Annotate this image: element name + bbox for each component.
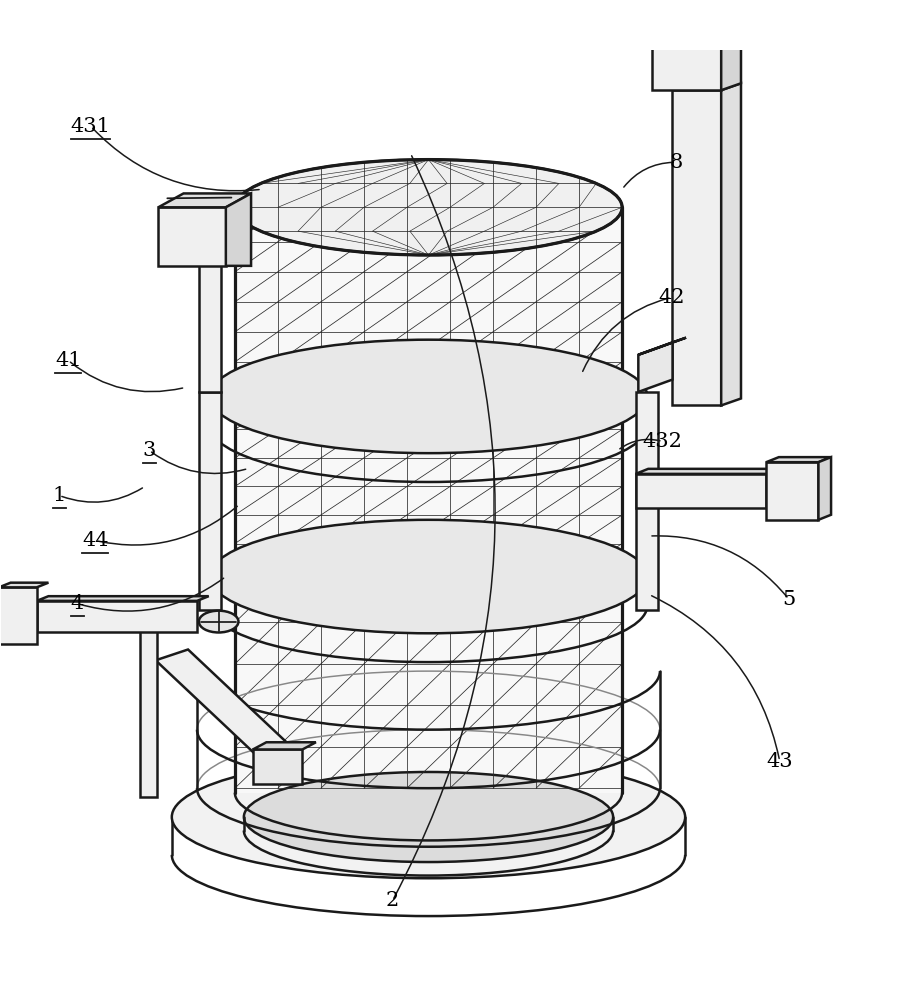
- Text: 1: 1: [52, 486, 66, 505]
- Ellipse shape: [244, 772, 613, 862]
- Text: 43: 43: [767, 752, 793, 771]
- Polygon shape: [639, 338, 686, 355]
- Ellipse shape: [171, 756, 686, 878]
- Polygon shape: [141, 596, 157, 797]
- Ellipse shape: [209, 340, 648, 453]
- Text: 44: 44: [82, 531, 108, 550]
- Polygon shape: [652, 28, 741, 36]
- Polygon shape: [235, 577, 622, 793]
- Polygon shape: [0, 587, 37, 644]
- Polygon shape: [37, 596, 208, 601]
- Polygon shape: [37, 601, 197, 632]
- Polygon shape: [636, 469, 778, 474]
- Polygon shape: [766, 457, 831, 462]
- Text: 4: 4: [70, 594, 84, 613]
- Ellipse shape: [209, 520, 648, 633]
- Polygon shape: [636, 392, 658, 610]
- Polygon shape: [253, 749, 302, 784]
- Polygon shape: [156, 650, 296, 762]
- Text: 3: 3: [143, 441, 156, 460]
- Text: 431: 431: [70, 117, 111, 136]
- Text: 2: 2: [386, 891, 399, 910]
- Polygon shape: [722, 28, 741, 90]
- Polygon shape: [652, 36, 722, 90]
- Polygon shape: [235, 207, 622, 396]
- Polygon shape: [639, 342, 673, 392]
- Polygon shape: [253, 742, 316, 749]
- Polygon shape: [198, 392, 221, 610]
- Text: 432: 432: [643, 432, 683, 451]
- Polygon shape: [636, 474, 766, 508]
- Polygon shape: [159, 193, 251, 207]
- Polygon shape: [159, 207, 226, 266]
- Polygon shape: [672, 90, 722, 405]
- Polygon shape: [198, 212, 221, 392]
- Text: 8: 8: [669, 153, 683, 172]
- Polygon shape: [722, 83, 741, 405]
- Polygon shape: [235, 396, 622, 577]
- Ellipse shape: [198, 611, 238, 632]
- Text: 41: 41: [55, 351, 81, 370]
- Text: 5: 5: [782, 590, 796, 609]
- Polygon shape: [226, 193, 251, 266]
- Text: 42: 42: [658, 288, 685, 307]
- Polygon shape: [818, 457, 831, 520]
- Polygon shape: [766, 462, 818, 520]
- Polygon shape: [0, 583, 49, 587]
- Ellipse shape: [235, 160, 622, 255]
